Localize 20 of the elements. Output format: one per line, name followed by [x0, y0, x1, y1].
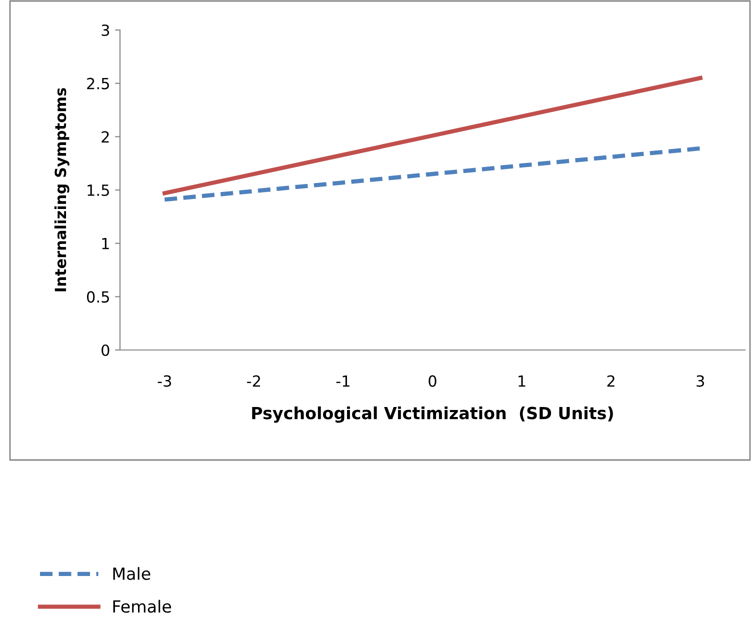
y-tick-label: 1.5 [88, 184, 109, 196]
y-tick-label: 1 [102, 238, 109, 250]
x-tick-label: -3 [158, 375, 172, 387]
line-series [162, 76, 702, 196]
x-tick-label: 0 [428, 375, 436, 387]
y-tick-label: 2 [102, 131, 109, 142]
line-series [162, 146, 702, 202]
x-tick-label: -1 [336, 375, 350, 387]
y-tick-label: 3 [102, 24, 110, 36]
x-tick-label: -2 [247, 375, 260, 387]
legend-label: Female [113, 600, 172, 613]
legend-label: Male [113, 567, 150, 580]
x-tick-label: 3 [696, 375, 704, 387]
y-tick-label: 0.5 [86, 291, 109, 303]
y-tick-label: 2.5 [87, 78, 109, 90]
x-tick-label: 1 [518, 375, 526, 387]
x-axis-title: Psychological Victimization (SD Units) [252, 406, 613, 423]
x-tick-label: 2 [607, 375, 614, 387]
y-tick-label: 0 [102, 344, 110, 356]
y-axis-title: Internalizing Symptoms [54, 88, 70, 292]
